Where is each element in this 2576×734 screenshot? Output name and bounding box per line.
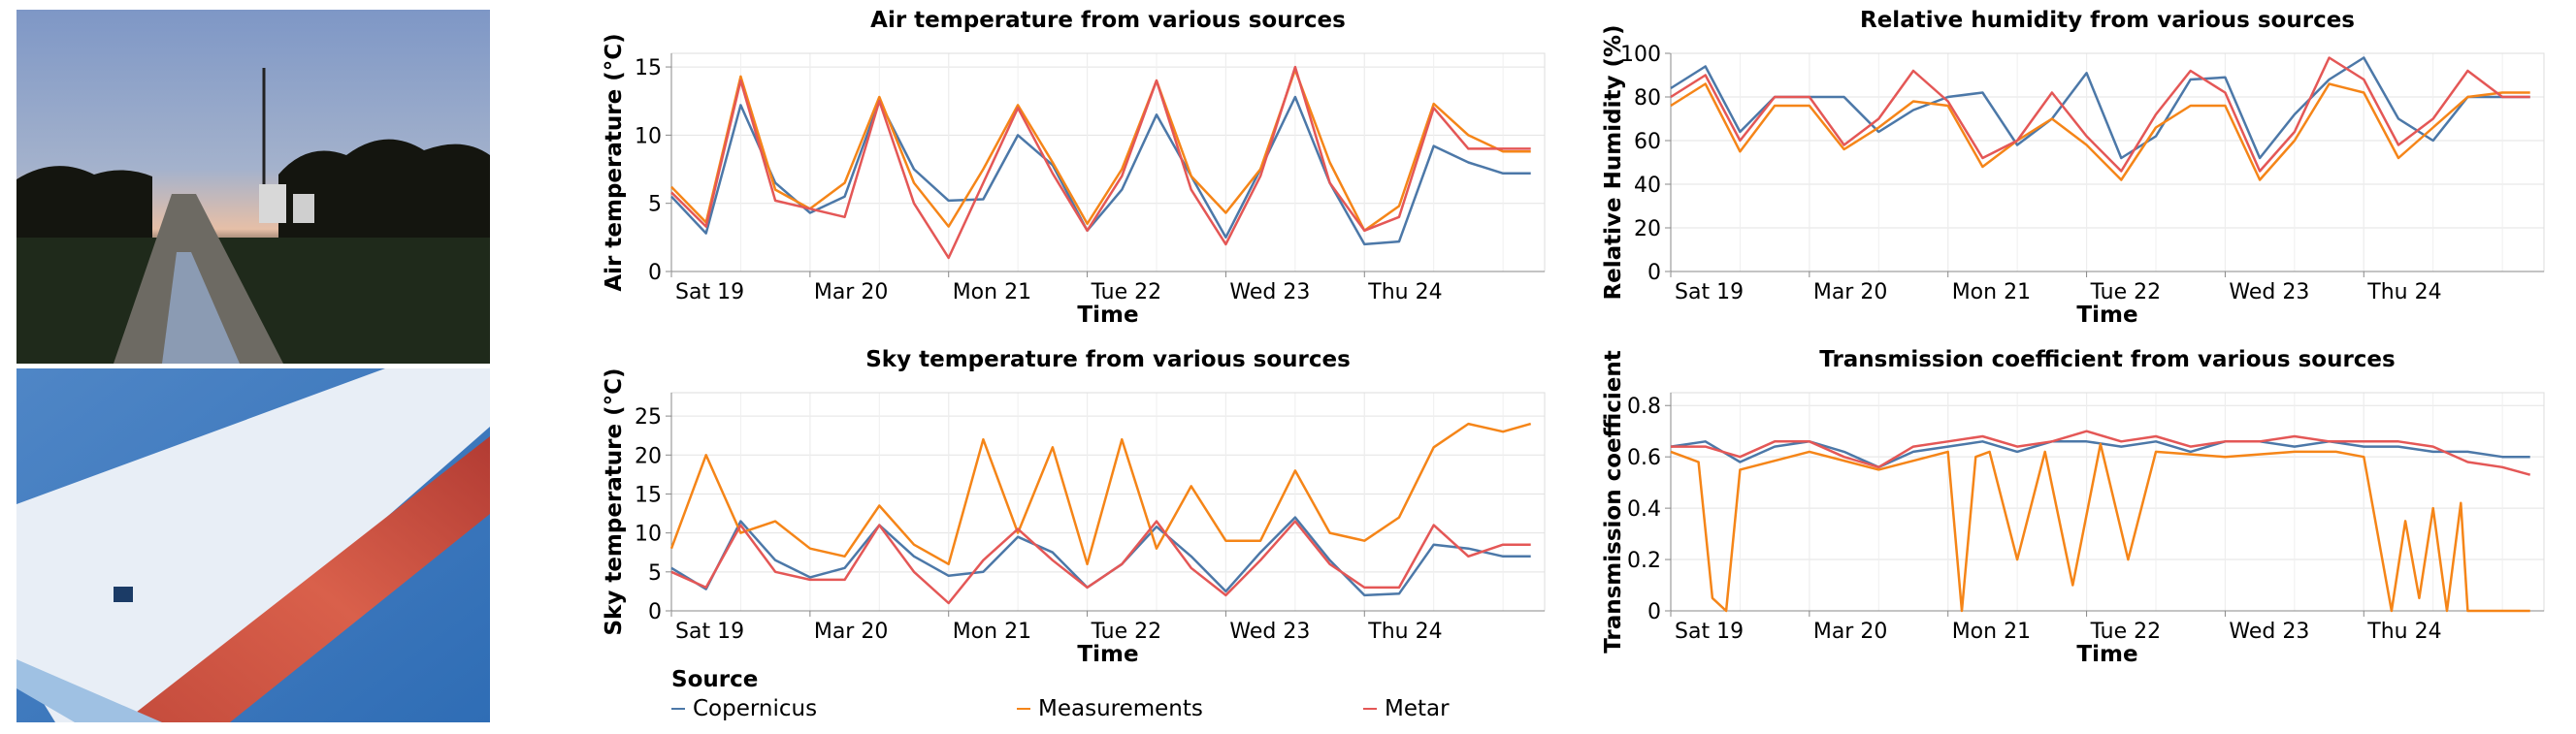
x-tick-label: Wed 23 bbox=[2229, 280, 2309, 304]
legend-swatch-metar bbox=[1363, 708, 1377, 710]
site-photo bbox=[16, 10, 490, 364]
air-temperature-chart: Air temperature from various sources 0 5 10… bbox=[602, 8, 1546, 328]
y-tick-label: 0.2 bbox=[1627, 549, 1661, 573]
y-tick-label: 10 bbox=[635, 523, 662, 547]
legend-label-copernicus: Copernicus bbox=[693, 696, 818, 721]
series-line-measurements bbox=[1670, 82, 2530, 181]
x-tick-label: Sat 19 bbox=[1675, 620, 1744, 644]
plot-frame bbox=[1670, 52, 2545, 272]
x-tick-label: Mar 20 bbox=[1813, 280, 1888, 304]
legend-label-measurements: Measurements bbox=[1038, 696, 1203, 721]
legend-swatch-copernicus bbox=[671, 708, 685, 710]
y-tick-label: 0 bbox=[648, 600, 662, 624]
series-line-copernicus bbox=[1670, 56, 2530, 160]
x-tick-label: Thu 24 bbox=[2366, 620, 2441, 644]
x-tick-label: Mon 21 bbox=[953, 620, 1031, 644]
series-line-metar bbox=[1671, 430, 2531, 476]
x-tick-label: Mar 20 bbox=[814, 620, 889, 644]
series-line-metar bbox=[1670, 56, 2530, 173]
x-tick-label: Wed 23 bbox=[2229, 620, 2309, 644]
y-axis-label: Relative Humidity (%) bbox=[1601, 24, 1626, 300]
series-line-measurements bbox=[670, 68, 1531, 233]
x-tick-label: Tue 22 bbox=[2090, 620, 2162, 644]
sky-temperature-chart: Sky temperature from various sources 0 5 10… bbox=[602, 347, 1546, 667]
y-tick-label: 80 bbox=[1634, 86, 1661, 111]
y-tick-label: 0.6 bbox=[1627, 446, 1661, 470]
legend-title: Source bbox=[671, 667, 759, 692]
x-axis-label: Time bbox=[1077, 642, 1138, 667]
y-tick-label: 0.4 bbox=[1627, 497, 1661, 522]
x-tick-label: Mar 20 bbox=[1813, 620, 1888, 644]
y-tick-label: 0 bbox=[648, 261, 662, 285]
legend-item-metar: Metar bbox=[1363, 696, 1450, 721]
plot-frame bbox=[1670, 392, 2545, 612]
legend-item-copernicus: Copernicus bbox=[671, 696, 817, 721]
y-tick-label: 0 bbox=[1647, 261, 1661, 285]
series-line-metar bbox=[670, 65, 1531, 260]
x-tick-label: Mon 21 bbox=[953, 280, 1031, 304]
x-tick-label: Sat 19 bbox=[675, 620, 744, 644]
thermal-image bbox=[16, 368, 490, 722]
x-tick-label: Thu 24 bbox=[2366, 280, 2441, 304]
y-tick-label: 40 bbox=[1634, 174, 1661, 198]
x-tick-label: Wed 23 bbox=[1229, 280, 1310, 304]
y-tick-label: 0.8 bbox=[1627, 395, 1661, 419]
transmission-coefficient-chart: Transmission coefficient from various so… bbox=[1601, 347, 2545, 667]
y-axis-label: Air temperature (°C) bbox=[602, 33, 627, 291]
x-axis-label: Time bbox=[2076, 303, 2137, 328]
y-tick-label: 25 bbox=[635, 405, 662, 430]
x-tick-label: Tue 22 bbox=[1091, 620, 1162, 644]
y-axis-label: Sky temperature (°C) bbox=[602, 367, 627, 635]
x-tick-label: Wed 23 bbox=[1229, 620, 1310, 644]
chart-title: Sky temperature from various sources bbox=[865, 347, 1351, 372]
legend-item-measurements: Measurements bbox=[1017, 696, 1203, 721]
x-tick-label: Tue 22 bbox=[2090, 280, 2162, 304]
x-tick-label: Thu 24 bbox=[1367, 280, 1442, 304]
y-tick-label: 0 bbox=[1647, 600, 1661, 624]
series-line-copernicus bbox=[670, 95, 1531, 246]
x-tick-label: Tue 22 bbox=[1091, 280, 1162, 304]
x-tick-label: Sat 19 bbox=[675, 280, 744, 304]
series-line-measurements bbox=[1670, 442, 2530, 613]
relative-humidity-chart: Relative humidity from various sources 0 2… bbox=[1601, 8, 2545, 328]
chart-title: Air temperature from various sources bbox=[870, 8, 1346, 33]
chart-title: Relative humidity from various sources bbox=[1860, 8, 2355, 33]
x-tick-label: Thu 24 bbox=[1367, 620, 1442, 644]
y-tick-label: 15 bbox=[635, 483, 662, 507]
y-tick-label: 5 bbox=[648, 561, 662, 586]
y-tick-label: 10 bbox=[635, 124, 662, 148]
y-axis-label: Transmission coefficient bbox=[1601, 350, 1626, 654]
y-tick-label: 15 bbox=[635, 56, 662, 80]
x-tick-label: Mon 21 bbox=[1952, 280, 2031, 304]
y-tick-label: 5 bbox=[648, 193, 662, 217]
x-tick-label: Mar 20 bbox=[814, 280, 889, 304]
y-tick-label: 20 bbox=[635, 444, 662, 468]
legend-label-metar: Metar bbox=[1385, 696, 1450, 721]
y-tick-label: 20 bbox=[1634, 217, 1661, 241]
y-tick-label: 60 bbox=[1634, 130, 1661, 154]
series-line-metar bbox=[670, 520, 1531, 605]
series-line-measurements bbox=[669, 422, 1532, 566]
x-tick-label: Sat 19 bbox=[1675, 280, 1744, 304]
chart-title: Transmission coefficient from various so… bbox=[1819, 347, 2395, 372]
x-axis-label: Time bbox=[2076, 642, 2137, 667]
x-tick-label: Mon 21 bbox=[1952, 620, 2031, 644]
legend: Source Copernicus Measurements Metar bbox=[671, 667, 1525, 729]
x-axis-label: Time bbox=[1077, 303, 1138, 328]
legend-swatch-measurements bbox=[1017, 708, 1030, 710]
y-tick-label: 100 bbox=[1620, 43, 1661, 67]
